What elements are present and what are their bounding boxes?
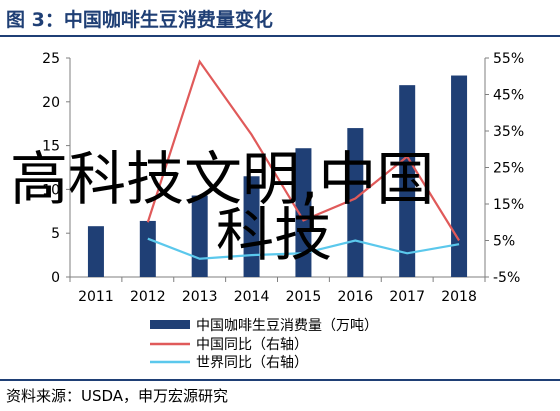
bar-consumption [399,85,416,277]
bar-consumption [295,148,312,277]
legend-label-bar: 中国咖啡生豆消费量（万吨） [196,318,378,334]
top-rule [0,35,560,37]
left-axis-tick-label: 0 [51,270,60,286]
bar-consumption [87,226,104,277]
left-axis-tick-label: 5 [51,226,60,242]
bar-consumption [451,75,468,277]
legend-label-china: 中国同比（右轴） [196,337,308,353]
left-axis-tick-label: 20 [42,95,60,111]
bottom-rule [0,379,560,381]
x-axis-tick-label: 2018 [441,289,477,305]
right-axis-tick-label: 45% [493,88,524,104]
right-axis-tick-label: -5% [493,270,520,286]
x-axis-tick-label: 2017 [389,289,425,305]
chart-title: 图 3：中国咖啡生豆消费量变化 [6,9,273,31]
x-axis-tick-label: 2014 [234,289,270,305]
legend-label-world: 世界同比（右轴） [196,355,308,371]
x-axis-tick-label: 2011 [78,289,114,305]
x-axis-tick-label: 2013 [182,289,218,305]
source-note: 资料来源：USDA，申万宏源研究 [6,387,229,405]
left-axis-tick-label: 10 [42,182,60,198]
left-axis-tick-label: 25 [42,51,60,67]
x-axis-tick-label: 2012 [130,289,166,305]
legend-swatch-bar [150,320,190,329]
bar-consumption [139,220,156,277]
x-axis-tick-label: 2015 [286,289,322,305]
right-axis-tick-label: 5% [493,234,515,250]
right-axis-tick-label: 55% [493,51,524,67]
watermark-line-1: 高科技文明,中国 [10,145,435,213]
x-axis-tick-label: 2016 [337,289,373,305]
right-axis-tick-label: 15% [493,197,524,213]
left-axis-tick-label: 15 [42,139,60,155]
line-world-yoy [147,237,460,260]
bar-consumption [243,176,260,277]
title-bar: 图 3：中国咖啡生豆消费量变化 [0,0,560,38]
right-axis-tick-label: 35% [493,124,524,140]
watermark-line-2: 科技 [216,201,333,269]
line-china-yoy [146,59,460,242]
bar-consumption [347,128,364,277]
chart-svg: 0 5 10 15 20 25 -5% 5% 15% 25% 35% 45% 55% 2011 2012 20… [42,51,524,371]
right-axis-tick-label: 25% [493,161,524,177]
